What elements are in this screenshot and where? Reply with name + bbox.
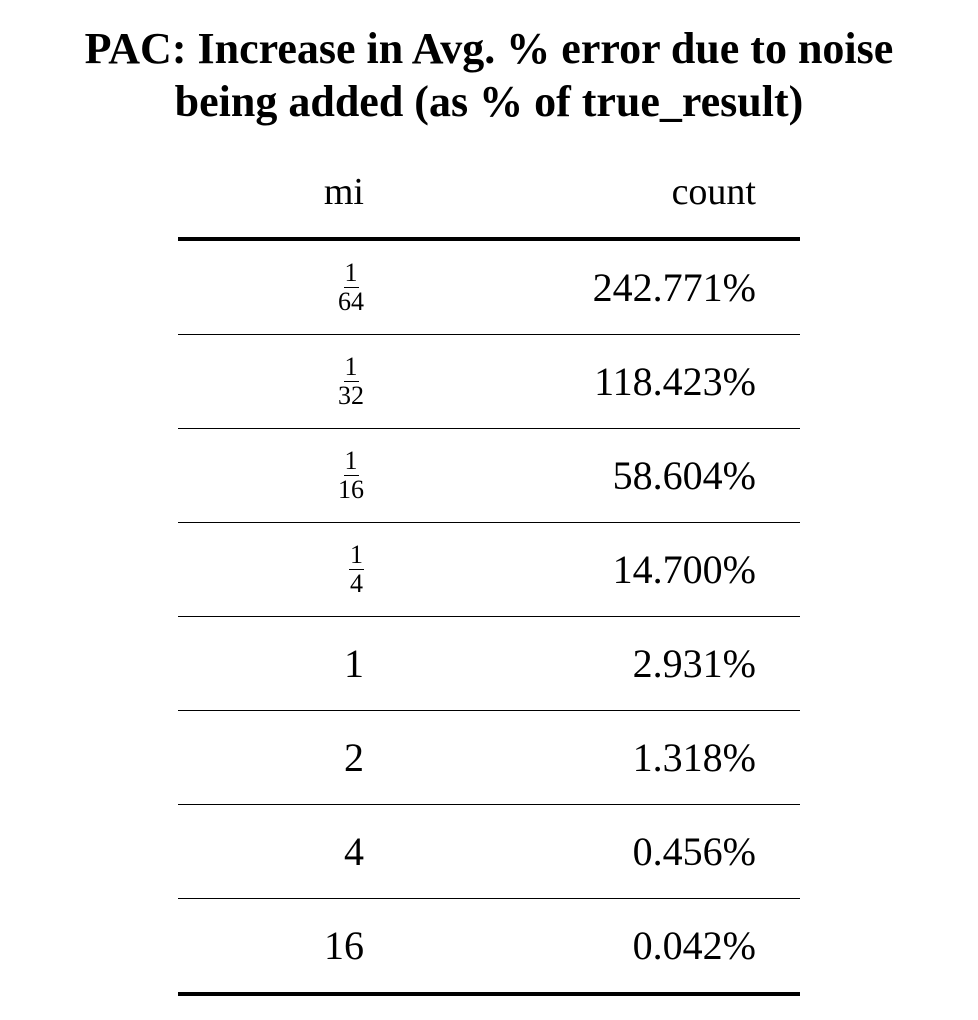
mi-cell: 1	[344, 641, 364, 686]
table-row: 1 2.931%	[178, 617, 800, 711]
table-row: 1 16 58.604%	[178, 429, 800, 523]
mi-cell: 4	[344, 829, 364, 874]
count-cell: 242.771%	[592, 265, 756, 310]
mi-fraction: 1 16	[338, 448, 364, 503]
count-cell: 14.700%	[612, 547, 756, 592]
count-cell: 1.318%	[632, 735, 756, 780]
fraction-denominator: 64	[338, 287, 364, 316]
fraction-denominator: 4	[350, 569, 363, 598]
title-line-1: PAC: Increase in Avg. % error due to noi…	[84, 24, 894, 73]
count-cell: 0.042%	[632, 923, 756, 968]
count-cell: 2.931%	[632, 641, 756, 686]
table-row: 1 64 242.771%	[178, 241, 800, 335]
mi-cell: 1 64	[338, 241, 364, 334]
mi-fraction: 1 32	[338, 354, 364, 409]
count-cell: 118.423%	[594, 359, 756, 404]
column-header-mi: mi	[323, 171, 364, 213]
mi-fraction: 1 64	[338, 260, 364, 315]
title-line-2: being added (as % of true_result)	[174, 77, 804, 126]
table-row: 1 4 14.700%	[178, 523, 800, 617]
fraction-numerator: 1	[349, 540, 364, 570]
results-table: mi count 1 64 242.771% 1 32 118.423% 1 1…	[178, 160, 800, 996]
fraction-numerator: 1	[343, 352, 359, 382]
table-row: 16 0.042%	[178, 899, 800, 996]
fraction-numerator: 1	[343, 446, 359, 476]
mi-cell: 1 16	[338, 429, 364, 522]
page-title: PAC: Increase in Avg. % error due to noi…	[0, 22, 978, 128]
fraction-denominator: 32	[338, 381, 364, 410]
mi-cell: 16	[324, 923, 364, 968]
table-header-row: mi count	[178, 160, 800, 241]
mi-cell: 2	[344, 735, 364, 780]
mi-cell: 1 32	[338, 335, 364, 428]
count-cell: 0.456%	[632, 829, 756, 874]
column-header-count: count	[671, 171, 756, 213]
table-row: 2 1.318%	[178, 711, 800, 805]
fraction-denominator: 16	[338, 475, 364, 504]
mi-fraction: 1 4	[349, 542, 364, 597]
mi-cell: 1 4	[349, 523, 364, 616]
table-row: 4 0.456%	[178, 805, 800, 899]
count-cell: 58.604%	[612, 453, 756, 498]
fraction-numerator: 1	[343, 258, 359, 288]
table-row: 1 32 118.423%	[178, 335, 800, 429]
